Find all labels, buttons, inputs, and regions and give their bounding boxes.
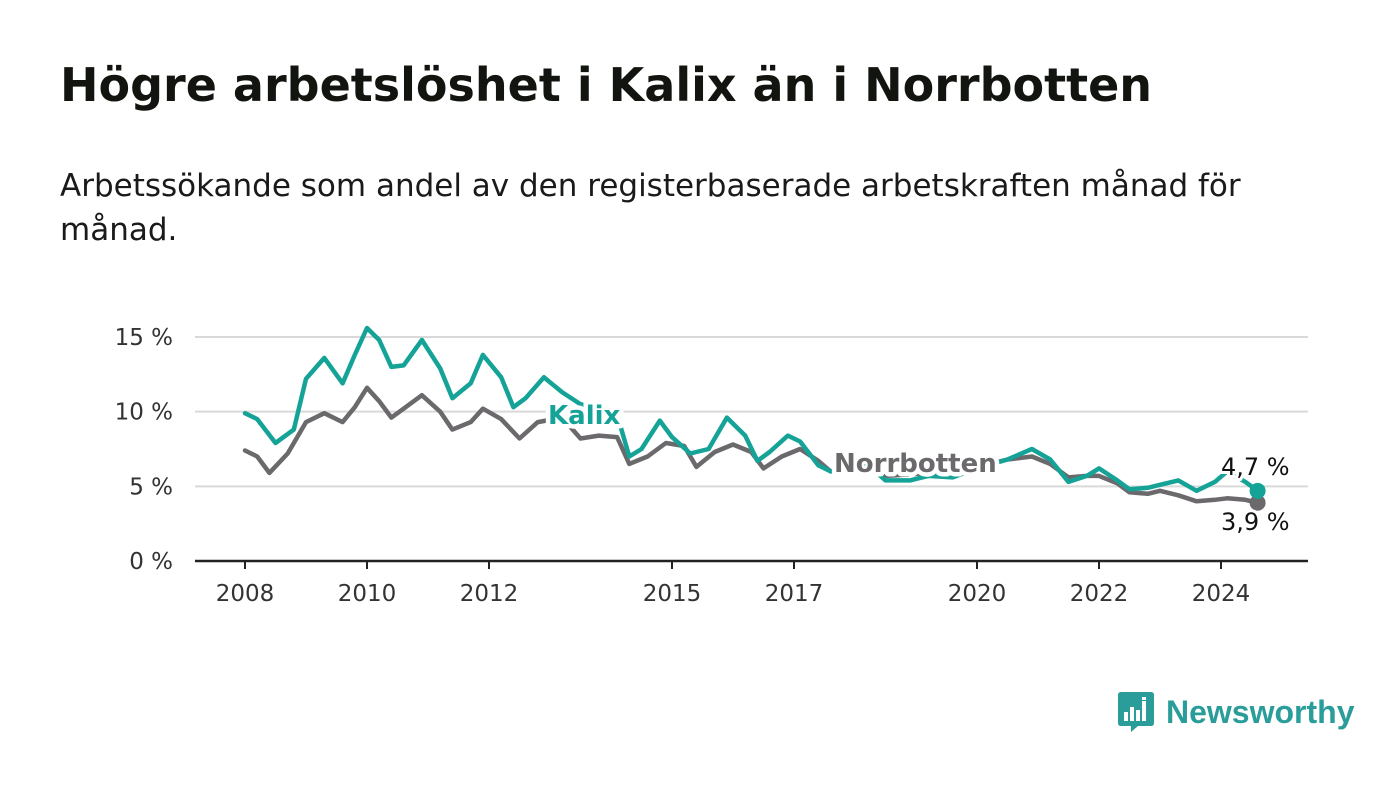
- x-tick-label: 2010: [338, 581, 397, 607]
- x-axis: 2008 2010 2012 2015 2017 2020 2022 2024: [216, 561, 1251, 607]
- x-tick-label: 2015: [643, 581, 702, 607]
- x-tick-label: 2020: [948, 581, 1007, 607]
- chart-title: Högre arbetslöshet i Kalix än i Norrbott…: [60, 58, 1153, 112]
- y-tick-label: 10 %: [115, 400, 173, 426]
- series-lines: [242, 325, 1266, 511]
- y-tick-label: 5 %: [129, 474, 173, 500]
- y-axis: 0 % 5 % 10 % 15 %: [115, 325, 173, 575]
- x-tick-label: 2012: [460, 581, 519, 607]
- chart-subtitle: Arbetssökande som andel av den registerb…: [60, 168, 1241, 248]
- x-tick-label: 2024: [1192, 581, 1251, 607]
- x-tick-label: 2017: [765, 581, 824, 607]
- x-tick-label: 2008: [216, 581, 275, 607]
- y-tick-label: 0 %: [129, 549, 173, 575]
- y-tick-label: 15 %: [115, 325, 173, 351]
- series-labels: Kalix Norrbotten 4,7 % 3,9 %: [544, 397, 1293, 539]
- series-label-kalix: Kalix: [548, 401, 621, 431]
- newsworthy-logo: Newsworthy: [1118, 688, 1354, 736]
- end-point-kalix: [1249, 482, 1266, 499]
- bar-chart-speech-icon: [1118, 692, 1154, 732]
- end-label-norrbotten: 3,9 %: [1221, 508, 1290, 536]
- end-point-norrbotten: [1249, 494, 1266, 511]
- end-label-kalix: 4,7 %: [1221, 453, 1290, 481]
- series-line-norrbotten: [242, 385, 1260, 506]
- logo-text: Newsworthy: [1166, 693, 1355, 730]
- x-tick-label: 2022: [1070, 581, 1129, 607]
- series-label-norrbotten: Norrbotten: [834, 449, 997, 479]
- series-line-kalix: [242, 325, 1260, 494]
